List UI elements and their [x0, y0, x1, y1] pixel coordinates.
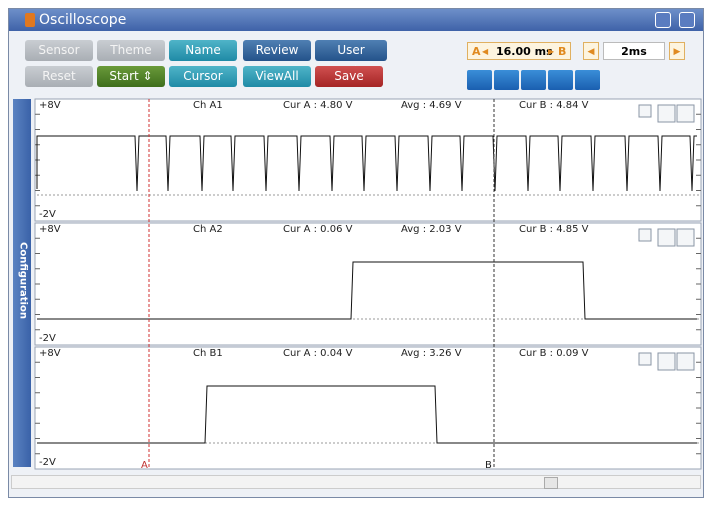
side-tab[interactable]: Configuration	[13, 99, 31, 467]
playback-button[interactable]	[548, 70, 573, 90]
checkbox[interactable]	[638, 104, 652, 118]
checkbox[interactable]	[638, 352, 652, 366]
arrow-right: ▶	[548, 47, 555, 56]
playback-button[interactable]	[494, 70, 519, 90]
toolbar-button[interactable]: Reset	[25, 66, 93, 87]
waveform	[37, 385, 697, 444]
restore-button[interactable]	[655, 12, 671, 28]
cursor-b-value: Cur B : 4.85 V	[519, 224, 589, 235]
average-value: Avg : 2.03 V	[401, 224, 462, 235]
div-decrease[interactable]: ◀	[583, 42, 599, 60]
scale-bottom: -2V	[39, 333, 56, 344]
horizontal-scrollbar[interactable]	[11, 475, 701, 489]
close-button[interactable]	[676, 104, 695, 123]
side-tab-label: Configuration	[17, 242, 29, 319]
scale-top: +8V	[39, 100, 61, 111]
scope-panel	[34, 222, 702, 346]
layout-button[interactable]	[679, 12, 695, 28]
arrow-left: ◀	[482, 47, 489, 56]
scope-panel	[34, 98, 702, 222]
scale-top: +8V	[39, 348, 61, 359]
waveform	[36, 135, 697, 192]
time-a: A	[472, 45, 481, 58]
time-value: 16.00 ms	[496, 45, 553, 58]
zoom-button[interactable]	[657, 104, 676, 123]
title-bar: Oscilloscope	[9, 9, 703, 31]
cursor-b-value: Cur B : 4.84 V	[519, 100, 589, 111]
cursor-a-value: Cur A : 0.06 V	[283, 224, 353, 235]
toolbar-button[interactable]: Theme	[97, 40, 165, 61]
toolbar-button[interactable]: Cursor	[169, 66, 237, 87]
cursor-a-value: Cur A : 0.04 V	[283, 348, 353, 359]
toolbar-button[interactable]: Sensor	[25, 40, 93, 61]
close-button[interactable]	[676, 228, 695, 247]
time-b: B	[558, 45, 567, 58]
toolbar-button[interactable]: Review	[243, 40, 311, 61]
scale-top: +8V	[39, 224, 61, 235]
average-value: Avg : 3.26 V	[401, 348, 462, 359]
scroll-thumb[interactable]	[544, 477, 558, 489]
waveform	[37, 261, 697, 320]
cursor-b-value: Cur B : 0.09 V	[519, 348, 589, 359]
div-increase[interactable]: ▶	[669, 42, 685, 60]
playback-button[interactable]	[467, 70, 492, 90]
scope-panel	[34, 346, 702, 470]
plot-area: +8V Ch A1 Cur A : 4.80 V Avg : 4.69 V Cur B …	[34, 98, 702, 471]
toolbar-button[interactable]: Name	[169, 40, 237, 61]
average-value: Avg : 4.69 V	[401, 100, 462, 111]
cursor-a-value: Cur A : 4.80 V	[283, 100, 353, 111]
channel-name: Ch A2	[193, 224, 223, 235]
close-button[interactable]	[676, 352, 695, 371]
cursor-b-label: B	[485, 460, 492, 471]
channel-name: Ch B1	[193, 348, 223, 359]
cursor-a-label: A	[141, 460, 148, 471]
app-icon	[25, 13, 35, 27]
time-window: A ◀ 16.00 ms ▶ B	[467, 42, 571, 60]
toolbar-button[interactable]: Start ⇕	[97, 66, 165, 87]
window-title: Oscilloscope	[39, 12, 127, 28]
playback-button[interactable]	[521, 70, 546, 90]
channel-name: Ch A1	[193, 100, 223, 111]
zoom-button[interactable]	[657, 352, 676, 371]
time-div: 2ms	[603, 42, 665, 60]
zoom-button[interactable]	[657, 228, 676, 247]
playback-button[interactable]	[575, 70, 600, 90]
scale-bottom: -2V	[39, 457, 56, 468]
spin-icon: ⇕	[138, 69, 153, 83]
scale-bottom: -2V	[39, 209, 56, 220]
toolbar-button[interactable]: ViewAll	[243, 66, 311, 87]
checkbox[interactable]	[638, 228, 652, 242]
toolbar-button[interactable]: Save	[315, 66, 383, 87]
toolbar-button[interactable]: User Setting	[315, 40, 387, 78]
